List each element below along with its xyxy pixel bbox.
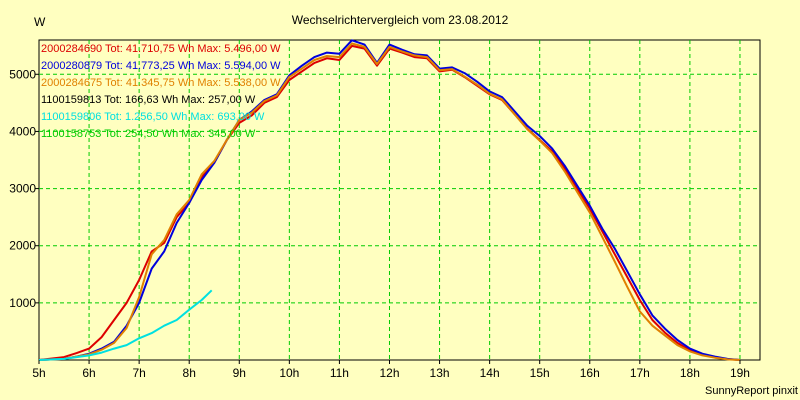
series-line-2000280879: [38, 39, 741, 361]
x-tick-label: 16h: [580, 366, 600, 380]
x-tick-label: 8h: [183, 366, 196, 380]
x-tick-label: 10h: [279, 366, 299, 380]
y-tick-label: 1000: [9, 296, 36, 310]
legend-entry-1100158753: 1100158753 Tot: 254,50 Wh Max: 345,00 W: [41, 128, 256, 140]
footer-credit: SunnyReport pinxit: [705, 385, 798, 397]
x-tick-label: 12h: [379, 366, 399, 380]
legend: 2000284690 Tot: 41.710,75 Wh Max: 5.496,…: [41, 43, 281, 140]
series-line-2000284675: [38, 42, 741, 361]
x-tick-label: 15h: [530, 366, 550, 380]
legend-entry-2000280879: 2000280879 Tot: 41.773,25 Wh Max: 5.594,…: [41, 60, 281, 72]
x-tick-label: 17h: [630, 366, 650, 380]
series-line-1100159806: [38, 289, 213, 361]
x-tick-label: 13h: [430, 366, 450, 380]
x-tick-label: 7h: [132, 366, 145, 380]
y-tick-label: 3000: [9, 182, 36, 196]
legend-entry-2000284690: 2000284690 Tot: 41.710,75 Wh Max: 5.496,…: [41, 43, 281, 55]
y-tick-label: 4000: [9, 124, 36, 138]
x-tick-label: 19h: [730, 366, 750, 380]
y-tick-label: 5000: [9, 67, 36, 81]
series-line-2000284690: [38, 44, 741, 361]
y-tick-label: 2000: [9, 239, 36, 253]
x-tick-label: 5h: [32, 366, 45, 380]
x-tick-label: 9h: [233, 366, 246, 380]
series-group: [38, 39, 741, 361]
legend-entry-1100159806: 1100159806 Tot: 1.256,50 Wh Max: 693,00 …: [41, 111, 265, 123]
axes: 5h 6h 7h 8h 9h 10h 11h 12h 13h 14h 15h 16h 17h 18h 19h…: [9, 67, 750, 380]
chart-title: Wechselrichtervergleich vom 23.08.2012: [292, 13, 509, 27]
x-tick-label: 18h: [680, 366, 700, 380]
x-tick-label: 11h: [330, 366, 349, 380]
x-tick-label: 6h: [82, 366, 95, 380]
legend-entry-1100159813: 1100159813 Tot: 166,63 Wh Max: 257,00 W: [41, 94, 256, 106]
x-tick-label: 14h: [480, 366, 500, 380]
y-axis-label: W: [34, 15, 46, 29]
legend-entry-2000284675: 2000284675 Tot: 41.345,75 Wh Max: 5.538,…: [41, 77, 281, 89]
